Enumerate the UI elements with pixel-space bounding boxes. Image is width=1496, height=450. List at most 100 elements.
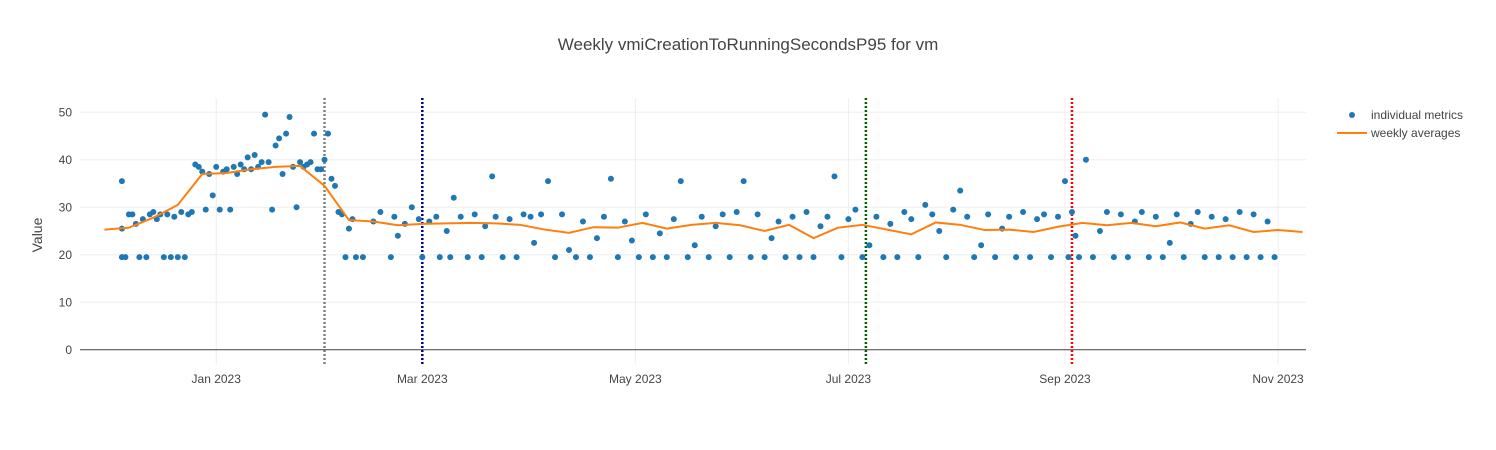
data-point[interactable] xyxy=(1208,213,1215,220)
data-point[interactable] xyxy=(513,254,520,261)
data-point[interactable] xyxy=(1250,211,1257,218)
data-point[interactable] xyxy=(394,232,401,239)
data-point[interactable] xyxy=(531,239,538,246)
data-point[interactable] xyxy=(1257,254,1264,261)
data-point[interactable] xyxy=(415,216,422,223)
data-point[interactable] xyxy=(1166,239,1173,246)
data-point[interactable] xyxy=(1201,254,1208,261)
data-point[interactable] xyxy=(992,254,999,261)
data-point[interactable] xyxy=(586,254,593,261)
data-point[interactable] xyxy=(1041,211,1048,218)
data-point[interactable] xyxy=(1065,254,1072,261)
data-point[interactable] xyxy=(293,204,300,211)
data-point[interactable] xyxy=(572,254,579,261)
data-point[interactable] xyxy=(359,254,366,261)
data-point[interactable] xyxy=(712,223,719,230)
data-point[interactable] xyxy=(1110,254,1117,261)
data-point[interactable] xyxy=(978,242,985,249)
data-point[interactable] xyxy=(796,254,803,261)
data-point[interactable] xyxy=(817,223,824,230)
data-point[interactable] xyxy=(936,228,943,234)
data-point[interactable] xyxy=(768,235,775,242)
data-point[interactable] xyxy=(321,156,328,163)
data-point[interactable] xyxy=(297,159,304,166)
data-point[interactable] xyxy=(929,211,936,218)
data-point[interactable] xyxy=(1145,254,1152,261)
data-point[interactable] xyxy=(1229,254,1236,261)
data-point[interactable] xyxy=(167,254,174,261)
data-point[interactable] xyxy=(810,254,817,261)
data-point[interactable] xyxy=(1082,156,1089,163)
data-point[interactable] xyxy=(307,159,314,166)
data-point[interactable] xyxy=(1075,254,1082,261)
data-point[interactable] xyxy=(471,211,478,218)
data-point[interactable] xyxy=(262,111,269,118)
data-point[interactable] xyxy=(318,166,325,173)
data-point[interactable] xyxy=(237,161,244,168)
data-point[interactable] xyxy=(1173,211,1180,218)
data-point[interactable] xyxy=(527,213,534,220)
data-point[interactable] xyxy=(436,254,443,261)
data-point[interactable] xyxy=(880,254,887,261)
data-point[interactable] xyxy=(450,194,457,201)
data-point[interactable] xyxy=(443,228,450,234)
data-point[interactable] xyxy=(894,254,901,261)
data-point[interactable] xyxy=(663,254,670,261)
data-point[interactable] xyxy=(352,254,359,261)
data-point[interactable] xyxy=(377,209,384,215)
data-point[interactable] xyxy=(915,254,922,261)
data-point[interactable] xyxy=(433,213,440,220)
data-point[interactable] xyxy=(286,114,293,120)
data-point[interactable] xyxy=(950,206,957,213)
data-point[interactable] xyxy=(649,254,656,261)
data-point[interactable] xyxy=(985,211,992,218)
data-point[interactable] xyxy=(761,254,768,261)
data-point[interactable] xyxy=(831,173,838,180)
data-point[interactable] xyxy=(272,142,279,149)
data-point[interactable] xyxy=(943,254,950,261)
data-point[interactable] xyxy=(740,178,747,185)
data-point[interactable] xyxy=(178,209,185,215)
data-point[interactable] xyxy=(1068,209,1075,215)
data-point[interactable] xyxy=(324,130,331,137)
data-point[interactable] xyxy=(908,216,915,223)
data-point[interactable] xyxy=(698,213,705,220)
data-point[interactable] xyxy=(150,209,157,215)
data-point[interactable] xyxy=(747,254,754,261)
data-point[interactable] xyxy=(901,209,908,215)
data-point[interactable] xyxy=(283,130,290,137)
data-point[interactable] xyxy=(559,211,566,218)
data-point[interactable] xyxy=(607,175,614,182)
data-point[interactable] xyxy=(600,213,607,220)
data-point[interactable] xyxy=(775,218,782,225)
data-point[interactable] xyxy=(216,206,223,213)
data-point[interactable] xyxy=(538,211,545,218)
data-point[interactable] xyxy=(276,135,283,142)
data-point[interactable] xyxy=(1222,216,1229,223)
data-point[interactable] xyxy=(719,211,726,218)
data-point[interactable] xyxy=(202,206,209,213)
data-point[interactable] xyxy=(1180,254,1187,261)
data-point[interactable] xyxy=(251,152,258,158)
data-point[interactable] xyxy=(691,242,698,249)
data-point[interactable] xyxy=(782,254,789,261)
data-point[interactable] xyxy=(859,254,866,261)
data-point[interactable] xyxy=(464,254,471,261)
data-point[interactable] xyxy=(545,178,552,185)
data-point[interactable] xyxy=(1159,254,1166,261)
data-point[interactable] xyxy=(866,242,873,249)
data-point[interactable] xyxy=(656,230,663,237)
data-point[interactable] xyxy=(1089,254,1096,261)
data-point[interactable] xyxy=(1055,213,1062,220)
data-point[interactable] xyxy=(1027,254,1034,261)
data-point[interactable] xyxy=(342,254,349,261)
data-point[interactable] xyxy=(181,254,188,261)
data-point[interactable] xyxy=(684,254,691,261)
data-point[interactable] xyxy=(499,254,506,261)
data-point[interactable] xyxy=(1072,232,1079,239)
data-point[interactable] xyxy=(447,254,454,261)
data-point[interactable] xyxy=(1117,211,1124,218)
data-point[interactable] xyxy=(195,163,202,170)
data-point[interactable] xyxy=(1124,254,1131,261)
data-point[interactable] xyxy=(957,187,964,194)
